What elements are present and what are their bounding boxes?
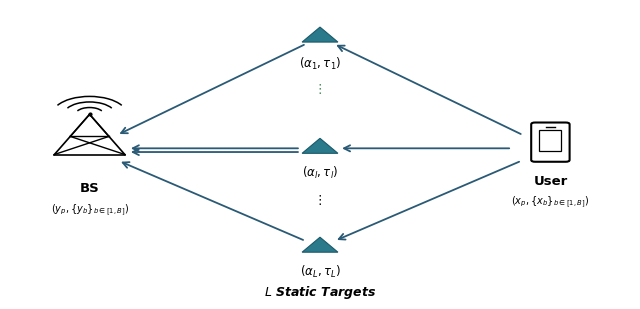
Polygon shape bbox=[302, 27, 338, 42]
Bar bbox=[540, 130, 561, 151]
Text: ⋮: ⋮ bbox=[314, 194, 326, 207]
Polygon shape bbox=[302, 138, 338, 153]
Text: $(y_p,\{y_b\}_{b\in[1,B]})$: $(y_p,\{y_b\}_{b\in[1,B]})$ bbox=[51, 202, 129, 218]
Text: $(\alpha_1,\tau_1)$: $(\alpha_1,\tau_1)$ bbox=[299, 56, 341, 72]
Polygon shape bbox=[302, 237, 338, 252]
Text: ⋮: ⋮ bbox=[314, 83, 326, 96]
Text: $(\alpha_L,\tau_L)$: $(\alpha_L,\tau_L)$ bbox=[300, 264, 340, 280]
FancyBboxPatch shape bbox=[531, 122, 570, 162]
Text: $L$ Static Targets: $L$ Static Targets bbox=[264, 284, 376, 301]
Text: User: User bbox=[533, 175, 568, 188]
Text: $(x_p,\{x_b\}_{b\in[1,B]})$: $(x_p,\{x_b\}_{b\in[1,B]})$ bbox=[511, 194, 589, 210]
Text: $(\alpha_l,\tau_l)$: $(\alpha_l,\tau_l)$ bbox=[302, 165, 338, 181]
Text: BS: BS bbox=[80, 182, 99, 195]
